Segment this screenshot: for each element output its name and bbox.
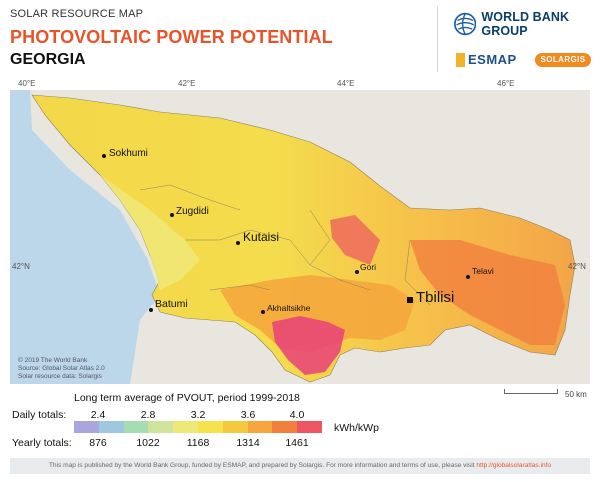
legend-color-swatch	[74, 421, 99, 433]
legend-daily-value: 3.6	[240, 409, 256, 421]
legend-yearly-value: 876	[89, 437, 107, 449]
city-marker-akhaltsikhe	[261, 310, 265, 314]
city-label-kutaisi: Kutaisi	[243, 230, 279, 244]
city-label-akhaltsikhe: Akhaltsikhe	[267, 303, 311, 313]
footer-text: This map is published by the World Bank …	[48, 462, 475, 469]
legend-yearly-value: 1022	[136, 437, 160, 449]
javakheti-peak-zone	[272, 316, 345, 375]
city-label-gori: Gori	[360, 262, 376, 272]
region-borders	[139, 184, 431, 306]
map-title: PHOTOVOLTAIC POWER POTENTIAL	[10, 27, 333, 47]
footer-link[interactable]: http://globalsolaratlas.info	[476, 462, 552, 469]
legend-yearly-value: 1168	[186, 437, 210, 449]
legend-color-swatch	[98, 421, 124, 433]
legend-color-swatch	[197, 421, 223, 433]
map-canvas: Sokhumi Zugdidi Kutaisi Batumi Akhaltsik…	[10, 90, 590, 384]
scale-bar	[504, 389, 558, 394]
kakheti-high-zone	[410, 240, 565, 345]
city-label-zugdidi: Zugdidi	[176, 206, 209, 217]
legend-daily-value: 2.4	[90, 409, 106, 421]
city-label-batumi: Batumi	[155, 298, 188, 310]
legend-color-swatch	[247, 421, 273, 433]
scale-bar-label: 50 km	[565, 390, 587, 399]
esmap-mark-icon	[456, 52, 465, 67]
legend-yearly-value: 1314	[236, 437, 260, 449]
esmap-text: ESMAP	[468, 52, 517, 67]
world-bank-globe-icon	[454, 12, 477, 36]
city-markers: Sokhumi Zugdidi Kutaisi Batumi Akhaltsik…	[102, 148, 494, 314]
legend-yearly-label: Yearly totals:	[12, 437, 72, 449]
city-label-telavi: Telavi	[472, 266, 494, 276]
caucasus-peak-zone	[330, 215, 380, 265]
legend-daily-label: Daily totals:	[12, 409, 67, 421]
copyright-line-1: © 2019 The World Bank	[18, 357, 88, 364]
longitude-label-46: 46°E	[497, 79, 515, 88]
country-name: GEORGIA	[10, 51, 86, 68]
colchis-lowland	[100, 175, 200, 290]
logo-divider	[437, 6, 438, 72]
legend-title: Long term average of PVOUT, period 1999-…	[74, 392, 300, 404]
city-marker-sokhumi	[102, 154, 106, 158]
footer: This map is published by the World Bank …	[10, 458, 590, 474]
world-bank-text: WORLD BANK GROUP	[481, 10, 570, 38]
longitude-label-40: 40°E	[18, 79, 36, 88]
legend-color-swatch	[148, 421, 174, 433]
city-marker-kutaisi	[236, 241, 240, 245]
legend-color-swatch	[222, 421, 248, 433]
city-label-tbilisi: Tbilisi	[416, 289, 454, 306]
capital-marker-tbilisi	[407, 297, 413, 303]
latitude-label-right: 42°N	[568, 262, 586, 271]
legend-color-swatch	[297, 421, 322, 433]
esmap-logo: ESMAP	[456, 52, 517, 67]
city-marker-telavi	[466, 275, 470, 279]
solargis-logo: SOLARGIS	[535, 53, 591, 67]
legend-color-swatch	[173, 421, 198, 433]
longitude-label-42: 42°E	[178, 79, 196, 88]
world-bank-logo: WORLD BANK GROUP	[454, 10, 600, 38]
city-label-sokhumi: Sokhumi	[109, 148, 148, 159]
southern-high-zone	[220, 275, 415, 352]
city-marker-batumi	[149, 308, 153, 312]
longitude-label-44: 44°E	[337, 79, 355, 88]
map-subtitle: SOLAR RESOURCE MAP	[10, 8, 144, 20]
map-copyright: © 2019 The World Bank Source: Global Sol…	[18, 357, 105, 381]
legend-color-swatch	[272, 421, 298, 433]
legend-daily-value: 4.0	[289, 409, 305, 421]
solar-map: Sokhumi Zugdidi Kutaisi Batumi Akhaltsik…	[10, 90, 590, 384]
georgia-territory	[31, 94, 576, 383]
legend-yearly-value: 1461	[285, 437, 309, 449]
copyright-line-2: Source: Global Solar Atlas 2.0	[18, 365, 105, 372]
legend-unit: kWh/kWp	[334, 422, 379, 434]
city-marker-zugdidi	[170, 213, 174, 217]
legend-daily-value: 3.2	[190, 409, 206, 421]
legend-color-bar	[74, 421, 322, 433]
latitude-label-left: 42°N	[12, 262, 30, 271]
copyright-line-3: Solar resource data: Solargis	[18, 373, 102, 380]
legend-daily-value: 2.8	[140, 409, 156, 421]
city-marker-gori	[355, 270, 359, 274]
legend-color-swatch	[123, 421, 149, 433]
